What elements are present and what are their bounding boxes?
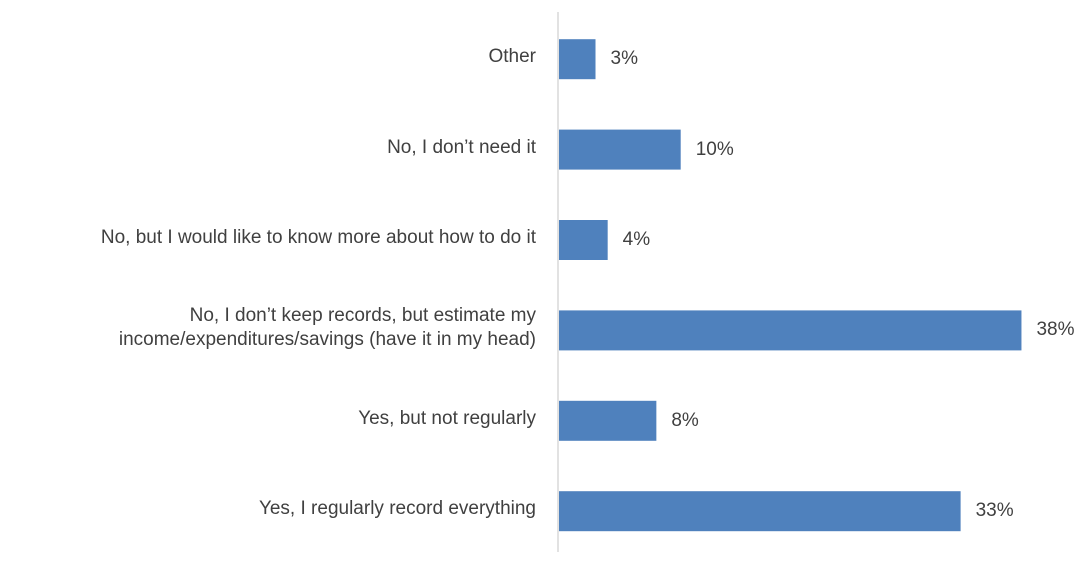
category-label-2: No, but I would like to know more about … xyxy=(100,227,536,248)
bar-1 xyxy=(559,129,681,170)
value-label-1: 10% xyxy=(695,138,734,160)
bar-3 xyxy=(559,310,1022,351)
category-label-3: No, I don’t keep records, but estimate m… xyxy=(118,305,536,351)
category-label-0: Other xyxy=(488,46,536,68)
bar-0 xyxy=(559,39,596,80)
value-label-4: 8% xyxy=(671,409,699,431)
value-label-3: 38% xyxy=(1036,319,1075,341)
category-label-5: Yes, I regularly record everything xyxy=(258,498,536,520)
category-label-1: No, I don’t need it xyxy=(387,136,536,158)
value-label-5: 33% xyxy=(975,500,1014,522)
value-label-0: 3% xyxy=(610,48,638,70)
category-label-4: Yes, but not regularly xyxy=(358,407,536,429)
value-label-2: 4% xyxy=(622,229,651,250)
bar-2 xyxy=(559,220,608,260)
bar-5 xyxy=(559,491,961,532)
bars-group xyxy=(559,39,1022,532)
bar-4 xyxy=(559,400,657,441)
